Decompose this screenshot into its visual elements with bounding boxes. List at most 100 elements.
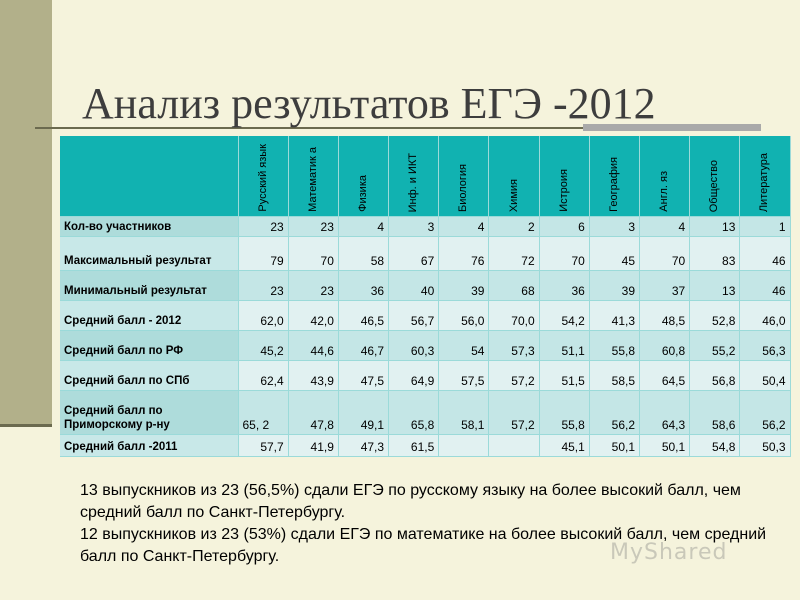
table-row: Средний балл по Приморскому р-ну 65, 2 47,…: [60, 390, 791, 435]
table-cell: 58: [338, 236, 390, 271]
subject-header: Англ. яз: [639, 136, 691, 217]
table-cell: 41,3: [589, 300, 641, 331]
table-cell: 58,1: [438, 390, 490, 435]
table-cell: 23: [238, 270, 289, 301]
table-cell: 50,1: [639, 434, 691, 457]
table-cell: 65, 2: [238, 390, 289, 435]
table-cell: 70,0: [488, 300, 540, 331]
row-label: Средний балл по РФ: [60, 330, 239, 361]
table-cell: 3: [388, 216, 440, 237]
row-label: Средний балл по Приморскому р-ну: [60, 390, 239, 435]
table-cell: 23: [288, 270, 339, 301]
table-cell: 61,5: [388, 434, 440, 457]
table-row: Средний балл - 2012 62,0 42,0 46,5 56,7 56,0 7…: [60, 300, 791, 331]
table-cell: 47,3: [338, 434, 390, 457]
table-cell: 56,2: [589, 390, 641, 435]
table-cell: 56,8: [689, 360, 741, 391]
table-cell: 50,1: [589, 434, 641, 457]
table-cell: 47,5: [338, 360, 390, 391]
table-cell: 1: [739, 216, 791, 237]
table-cell: [488, 434, 540, 457]
table-row: Средний балл -2011 57,7 41,9 47,3 61,5 45,1 50…: [60, 434, 791, 457]
table-cell: 39: [589, 270, 641, 301]
table-cell: 62,0: [238, 300, 289, 331]
subject-header: Химия: [488, 136, 540, 217]
table-row: Средний балл по СПб 62,4 43,9 47,5 64,9 57,5 5…: [60, 360, 791, 391]
table-cell: 57,5: [438, 360, 490, 391]
subject-header: Общество: [689, 136, 741, 217]
table-corner-cell: [60, 136, 239, 217]
title-rule-accent: [583, 124, 761, 131]
table-cell: 83: [689, 236, 741, 271]
table-cell: 47,8: [288, 390, 339, 435]
table-cell: 76: [438, 236, 490, 271]
table-cell: 58,5: [589, 360, 641, 391]
table-cell: 55,8: [589, 330, 641, 361]
table-cell: 46,7: [338, 330, 390, 361]
subject-header: Физика: [338, 136, 390, 217]
row-label: Средний балл - 2012: [60, 300, 239, 331]
left-accent-underline: [0, 424, 52, 427]
table-cell: 23: [238, 216, 289, 237]
table-cell: 56,3: [739, 330, 791, 361]
table-cell: 45,2: [238, 330, 289, 361]
table-cell: 58,6: [689, 390, 741, 435]
table-cell: 4: [338, 216, 390, 237]
table-cell: 60,8: [639, 330, 691, 361]
page-title: Анализ результатов ЕГЭ -2012: [82, 79, 656, 128]
table-cell: 4: [639, 216, 691, 237]
table-cell: 2: [488, 216, 540, 237]
table-cell: 70: [539, 236, 590, 271]
table-cell: 50,4: [739, 360, 791, 391]
table-cell: 65,8: [388, 390, 440, 435]
table-cell: 23: [288, 216, 339, 237]
table-cell: 57,3: [488, 330, 540, 361]
table-row: Средний балл по РФ 45,2 44,6 46,7 60,3 54 57,3…: [60, 330, 791, 361]
table-cell: 60,3: [388, 330, 440, 361]
table-cell: 54,2: [539, 300, 590, 331]
row-label: Средний балл по СПб: [60, 360, 239, 391]
subject-header: Биология: [438, 136, 490, 217]
row-label: Минимальный результат: [60, 270, 239, 301]
title-rule: [35, 127, 757, 129]
table-cell: 56,7: [388, 300, 440, 331]
table-cell: 13: [689, 270, 741, 301]
table-cell: 45,1: [539, 434, 590, 457]
table-cell: 43,9: [288, 360, 339, 391]
table-cell: 44,6: [288, 330, 339, 361]
table-cell: 3: [589, 216, 641, 237]
watermark-logo: MyShared: [610, 540, 728, 565]
table-cell: 79: [238, 236, 289, 271]
summary-notes: 13 выпускников из 23 (56,5%) сдали ЕГЭ п…: [80, 480, 780, 568]
table-cell: 4: [438, 216, 490, 237]
table-cell: 36: [338, 270, 390, 301]
table-cell: 57,7: [238, 434, 289, 457]
table-row: Кол-во участников 23 23 4 3 4 2 6 3 4 13 1: [60, 216, 791, 237]
table-cell: 52,8: [689, 300, 741, 331]
table-cell: 54,8: [689, 434, 741, 457]
table-cell: 64,9: [388, 360, 440, 391]
subject-header: Истроия: [539, 136, 590, 217]
subject-header: Русский язык: [238, 136, 289, 217]
subject-header: Литература: [739, 136, 791, 217]
table-header-row: Русский язык Математик а Физика Инф. и И…: [60, 136, 791, 217]
note-russian: 13 выпускников из 23 (56,5%) сдали ЕГЭ п…: [80, 482, 741, 521]
table-cell: [438, 434, 490, 457]
table-cell: 46: [739, 236, 791, 271]
table-cell: 57,2: [488, 360, 540, 391]
table-cell: 57,2: [488, 390, 540, 435]
table-cell: 36: [539, 270, 590, 301]
subject-header: Инф. и ИКТ: [388, 136, 440, 217]
table-cell: 67: [388, 236, 440, 271]
table-cell: 55,2: [689, 330, 741, 361]
table-cell: 46: [739, 270, 791, 301]
table-cell: 45: [589, 236, 641, 271]
results-table: Русский язык Математик а Физика Инф. и И…: [60, 136, 791, 457]
table-cell: 40: [388, 270, 440, 301]
row-label: Кол-во участников: [60, 216, 239, 237]
table-cell: 6: [539, 216, 590, 237]
table-cell: 64,3: [639, 390, 691, 435]
note-math: 12 выпускников из 23 (53%) сдали ЕГЭ по …: [80, 526, 767, 565]
table-cell: 56,0: [438, 300, 490, 331]
table-cell: 39: [438, 270, 490, 301]
